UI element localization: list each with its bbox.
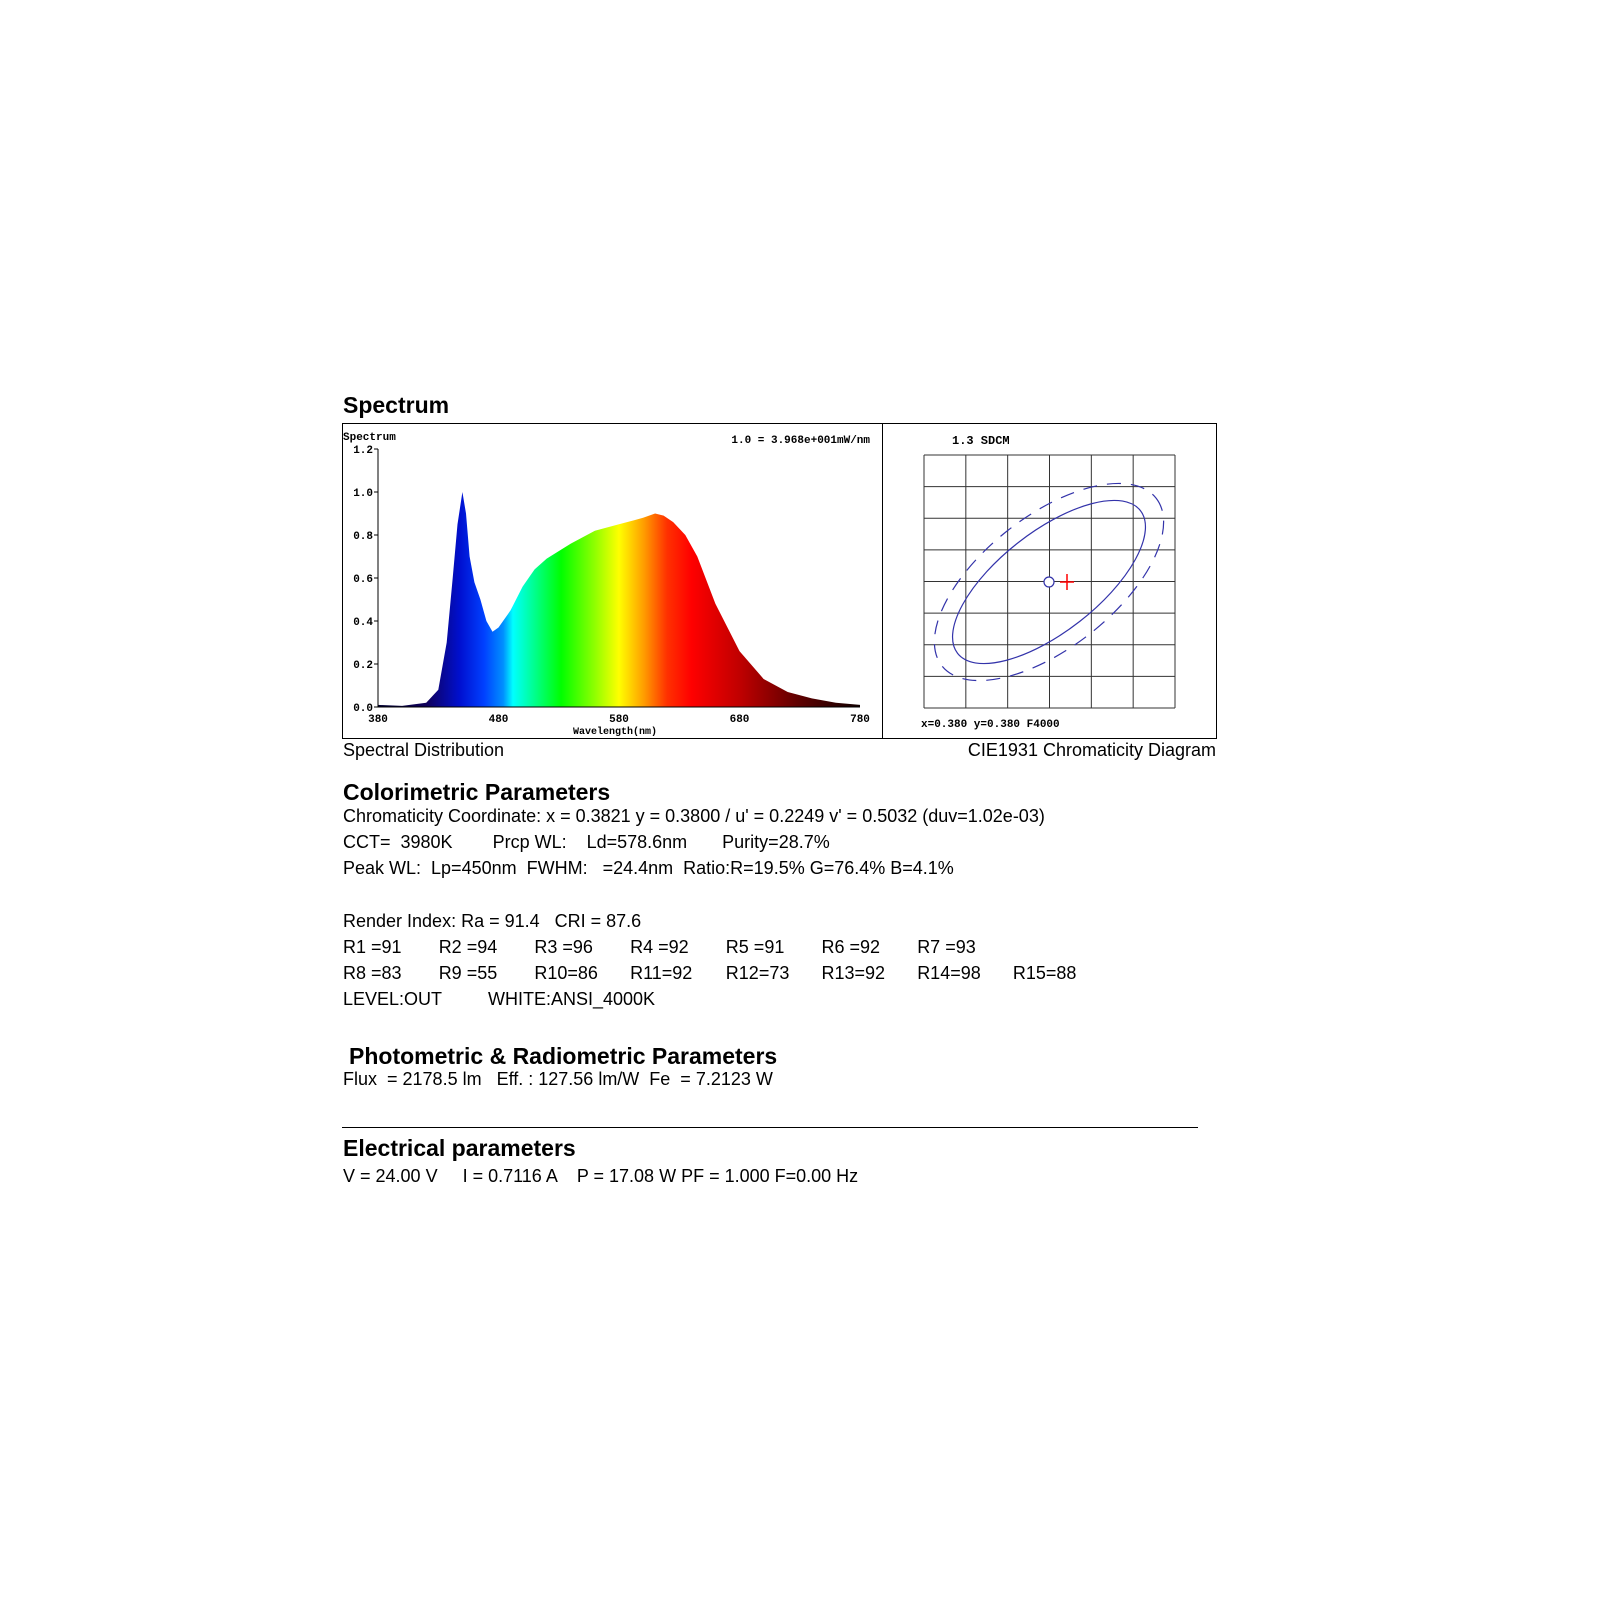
y-tick-label: 0.6 [353,574,373,586]
x-tick-label: 480 [489,714,509,726]
x-tick-label: 680 [730,714,750,726]
r-value: R11=92 [630,963,693,983]
r-value: R12=73 [725,963,790,983]
level: LEVEL:OUT [343,989,443,1009]
r-value: R7 =93 [917,937,976,957]
r-value: R4 =92 [630,937,689,957]
chart-title: Spectrum [343,432,396,444]
y-tick-label: 0.0 [353,703,373,715]
target-point [1043,576,1055,588]
r-value: R3 =96 [534,937,593,957]
chromaticity-grid [923,454,1176,709]
scale-note: 1.0 = 3.968e+001mW/nm [731,435,870,447]
sdcm-ellipse [951,499,1147,665]
render-index: Render Index: Ra = 91.4 CRI = 87.6 [343,911,642,931]
x-tick-label: 780 [850,714,870,726]
y-tick-label: 0.2 [353,660,373,672]
spectrum-area [378,492,860,707]
photometric-heading: Photometric & Radiometric Parameters [349,1043,778,1069]
electrical-line: V = 24.00 V I = 0.7116 A P = 17.08 W PF … [343,1166,859,1182]
chart-frame [342,423,1217,739]
y-tick-label: 1.2 [353,445,373,457]
chromaticity-footer: x=0.380 y=0.380 F4000 [921,719,1060,731]
r-value: R9 =55 [438,963,498,983]
r-value: R6 =92 [821,937,881,957]
cct-line: CCT= 3980K Prcp WL: Ld=578.6nm Purity=28… [343,832,830,852]
r-value: R1 =91 [343,937,402,957]
chart-divider [882,423,883,739]
sdcm-ellipse-dashed [933,482,1165,682]
x-tick-label: 580 [609,714,629,726]
spectral-caption: Spectral Distribution [343,740,505,760]
r-value: R14=98 [917,963,981,983]
electrical-heading: Electrical parameters [343,1135,576,1161]
section-divider [342,1127,1198,1128]
spectrum-heading: Spectrum [343,392,450,418]
measured-point-cross [1060,574,1074,590]
r-value: R10=86 [534,963,598,983]
y-tick-label: 0.8 [353,531,373,543]
peak-line: Peak WL: Lp=450nm FWHM: =24.4nm Ratio:R=… [343,858,954,878]
r-value: R8 =83 [343,963,402,983]
r-value: R2 =94 [438,937,498,957]
x-tick-label: 380 [368,714,388,726]
chromaticity-line: Chromaticity Coordinate: x = 0.3821 y = … [343,806,1045,826]
r-value: R15=88 [1012,963,1077,983]
colorimetric-heading: Colorimetric Parameters [343,779,611,805]
y-tick-label: 0.4 [353,617,373,629]
y-tick-label: 1.0 [353,488,373,500]
cie-caption: CIE1931 Chromaticity Diagram [967,740,1216,760]
x-axis-label: Wavelength(nm) [573,726,657,738]
white: WHITE:ANSI_4000K [488,989,656,1009]
r-value: R13=92 [821,963,886,983]
sdcm-label: 1.3 SDCM [952,434,1010,448]
photometric-line: Flux = 2178.5 lm Eff. : 127.56 lm/W Fe =… [343,1069,773,1089]
r-value: R5 =91 [725,937,785,957]
